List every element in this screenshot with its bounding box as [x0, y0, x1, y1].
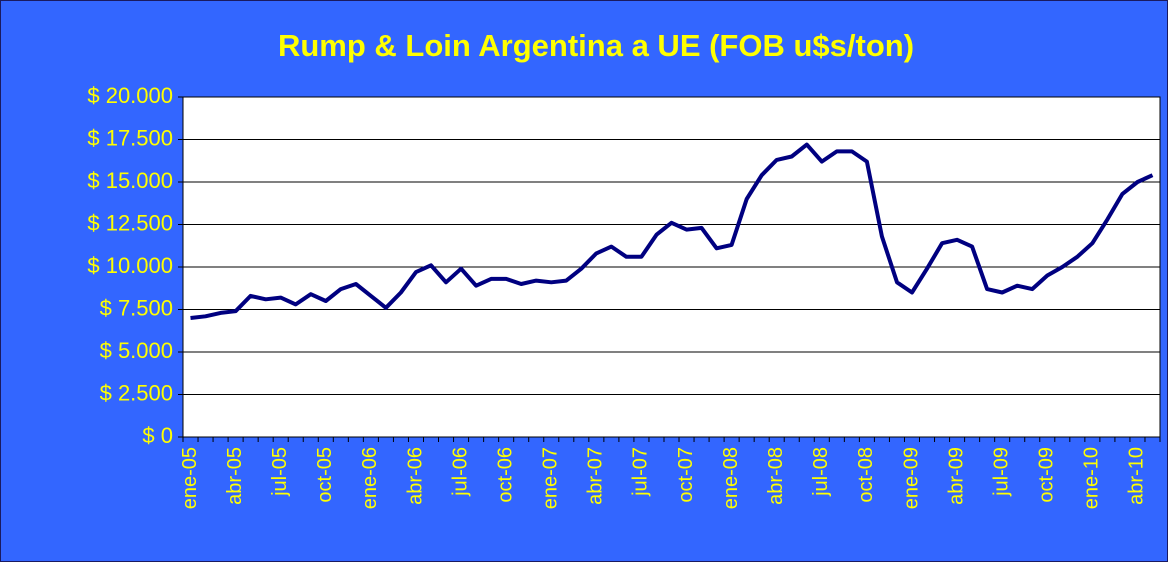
x-tick-label: jul-08 [810, 447, 832, 497]
x-tick-label: abr-08 [765, 447, 787, 505]
x-tick-label: abr-05 [224, 447, 246, 505]
data-line [190, 142, 1154, 320]
x-tick-label: abr-07 [585, 447, 607, 505]
x-tick-label: ene-05 [179, 447, 201, 509]
x-tick-label: ene-10 [1081, 447, 1103, 509]
x-tick-label: abr-06 [404, 447, 426, 505]
y-tick-label: $ 5.000 [100, 338, 173, 363]
x-tick-label: oct-07 [675, 447, 697, 503]
x-tick-label: abr-10 [1126, 447, 1148, 505]
x-tick-label: oct-06 [494, 447, 516, 503]
y-tick-label: $ 0 [142, 423, 173, 448]
x-tick-label: jul-09 [990, 447, 1012, 497]
y-tick-label: $ 7.500 [100, 295, 173, 320]
x-tick-label: ene-09 [900, 447, 922, 509]
y-tick-label: $ 12.500 [87, 210, 173, 235]
y-tick-label: $ 10.000 [87, 253, 173, 278]
x-tick-label: ene-08 [720, 447, 742, 509]
x-tick-label: jul-05 [269, 447, 291, 497]
x-tick-label: jul-06 [449, 447, 471, 497]
x-tick-label: oct-09 [1036, 447, 1058, 503]
plot-border [182, 96, 1161, 438]
x-tick-label: ene-07 [540, 447, 562, 509]
y-tick-label: $ 2.500 [100, 380, 173, 405]
x-tick-label: oct-05 [314, 447, 336, 503]
x-tick-label: jul-07 [630, 447, 652, 497]
y-tick-label: $ 20.000 [87, 83, 173, 108]
x-tick-label: oct-08 [855, 447, 877, 503]
x-tick-label: ene-06 [359, 447, 381, 509]
x-tick-label: abr-09 [945, 447, 967, 505]
chart-title: Rump & Loin Argentina a UE (FOB u$s/ton) [278, 28, 914, 63]
y-tick-label: $ 15.000 [87, 168, 173, 193]
y-tick-label: $ 17.500 [87, 125, 173, 150]
